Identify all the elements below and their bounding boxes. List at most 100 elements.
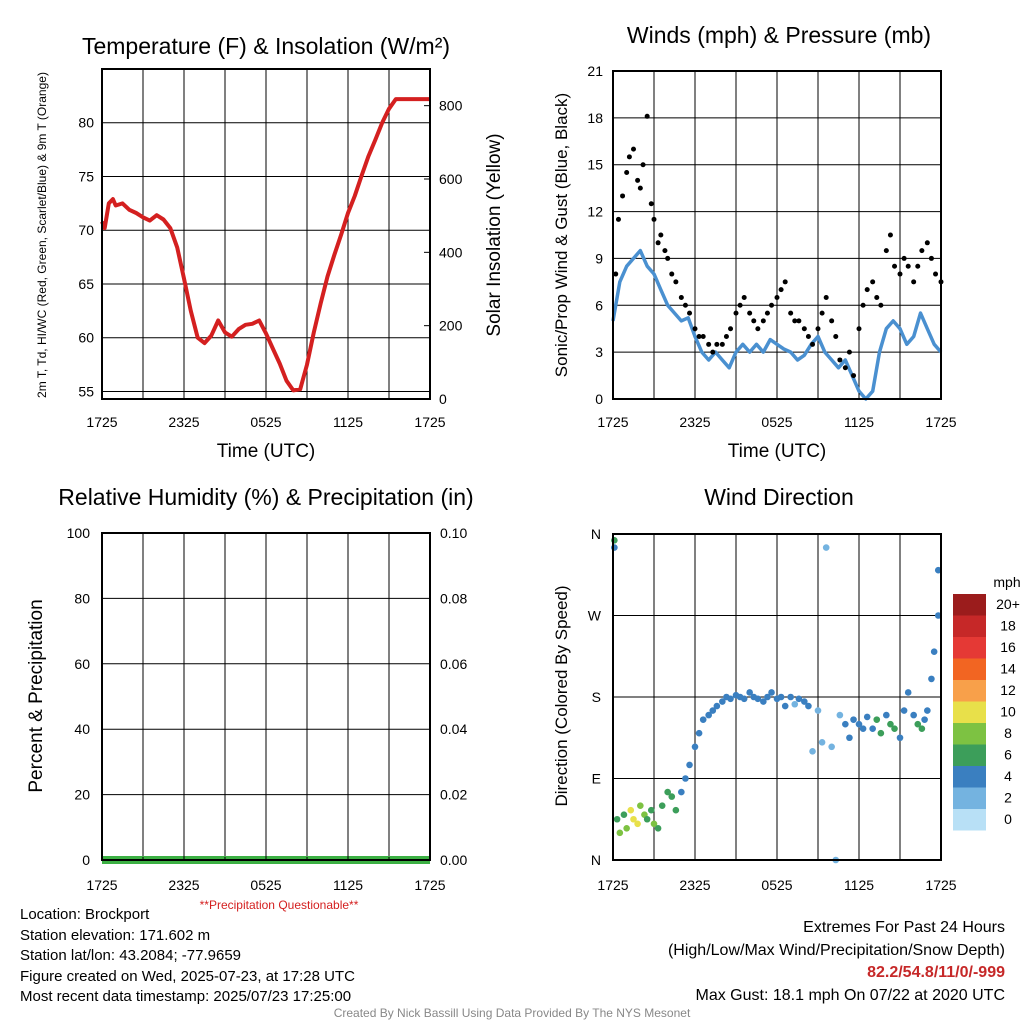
y2-tick-label: 800 (439, 98, 463, 114)
x-tick-label: 1725 (414, 414, 445, 430)
gust-point (924, 240, 930, 246)
direction-point (686, 761, 693, 769)
gust-point (892, 263, 898, 269)
x-tick-label: 0525 (761, 414, 792, 430)
gust-point (897, 271, 903, 277)
y-tick-label: 0 (82, 852, 90, 868)
direction-point (613, 815, 621, 823)
x-tick-label: 1725 (86, 877, 117, 893)
direction-point (863, 713, 871, 721)
gust-point (911, 279, 917, 285)
gust-point (788, 310, 794, 316)
direction-point (781, 702, 789, 710)
direction-point (822, 544, 830, 551)
direction-point (768, 689, 775, 696)
gust-point (700, 334, 706, 340)
legend-swatch (953, 744, 986, 766)
direction-point (795, 695, 803, 703)
legend-label: 18 (1000, 618, 1016, 634)
direction-point (910, 711, 917, 719)
direction-point (760, 698, 767, 705)
direction-point (801, 698, 808, 705)
x-tick-label: 0525 (250, 877, 281, 893)
legend-label: 10 (1000, 704, 1016, 720)
x-tick-label: 1725 (597, 414, 628, 430)
gust-point (751, 318, 757, 324)
gust-point (874, 294, 880, 300)
x-tick-label: 1125 (333, 877, 363, 893)
y-tick-label: 100 (67, 525, 91, 541)
wind-panel: Winds (mph) & Pressure (mb) Sonic/Prop W… (552, 22, 957, 462)
x-tick-label: 1125 (844, 414, 874, 430)
y-tick-label: 80 (78, 115, 94, 131)
gust-point (692, 326, 698, 332)
direction-point (678, 788, 685, 796)
legend-swatch (953, 787, 986, 809)
gust-point (774, 294, 780, 300)
legend-label: 6 (1004, 747, 1012, 763)
direction-point (746, 689, 753, 696)
x-tick-label: 1725 (86, 414, 117, 430)
y-tick-label: 60 (78, 330, 94, 346)
direction-point (695, 729, 703, 737)
direction-point (777, 693, 785, 701)
gust-point (919, 248, 925, 254)
direction-point (850, 716, 857, 723)
y-tick-label: 12 (587, 204, 603, 220)
gust-point (696, 334, 702, 340)
gust-point (860, 302, 866, 308)
gust-point (851, 373, 857, 379)
legend-label: 14 (1000, 661, 1016, 677)
direction-point (877, 729, 885, 737)
direction-point (836, 711, 844, 719)
direction-point (814, 707, 822, 714)
speed-legend: mph 20+ 18 16 14 12 10 8 6 4 2 0 (953, 574, 1021, 831)
gust-point (887, 232, 893, 238)
direction-point (883, 711, 890, 719)
legend-label: 12 (1000, 682, 1016, 698)
station-latlon: Station lat/lon: 43.2084; -77.9659 (20, 947, 242, 964)
gust-point (769, 302, 775, 308)
gust-point (728, 326, 734, 332)
y-tick-label: N (591, 526, 601, 542)
gust-point (669, 271, 675, 277)
legend-title: mph (993, 574, 1020, 590)
direction-point (924, 707, 931, 714)
y-tick-label: 9 (595, 250, 603, 266)
wind-direction-title: Wind Direction (704, 484, 854, 510)
direction-point (634, 820, 641, 828)
gust-point (714, 341, 720, 347)
gust-point (673, 279, 679, 285)
y2-tick-label: 0.04 (440, 721, 467, 737)
gust-point (706, 341, 712, 347)
humidity-title: Relative Humidity (%) & Precipitation (i… (58, 484, 473, 510)
direction-point (682, 775, 689, 782)
gust-point (928, 255, 934, 261)
y-tick-label: 3 (595, 344, 603, 360)
legend-swatch (953, 680, 986, 702)
direction-point (668, 793, 676, 800)
humidity-ylabel: Percent & Precipitation (26, 599, 47, 792)
x-tick-label: 1725 (597, 877, 628, 893)
y-tick-label: 55 (78, 383, 94, 399)
temperature-ylabel: 2m T, Td, HI/WC (Red, Green, Scarlet/Blu… (35, 72, 49, 398)
gust-point (624, 170, 630, 176)
station-elevation: Station elevation: 171.602 m (20, 926, 211, 944)
legend-label: 4 (1004, 768, 1012, 784)
gust-point (737, 302, 743, 308)
direction-point (754, 695, 762, 703)
gust-point (662, 248, 668, 254)
gust-point (710, 349, 716, 355)
gust-point (856, 326, 862, 332)
gust-point (719, 341, 725, 347)
direction-point (805, 702, 812, 710)
direction-point (869, 725, 876, 732)
gust-point (635, 177, 641, 183)
gust-point (658, 232, 664, 238)
x-tick-label: 1725 (925, 414, 956, 430)
max-gust: Max Gust: 18.1 mph On 07/22 at 2020 UTC (695, 986, 1006, 1004)
gust-point (615, 216, 621, 222)
direction-point (787, 693, 794, 701)
direction-point (921, 716, 928, 723)
